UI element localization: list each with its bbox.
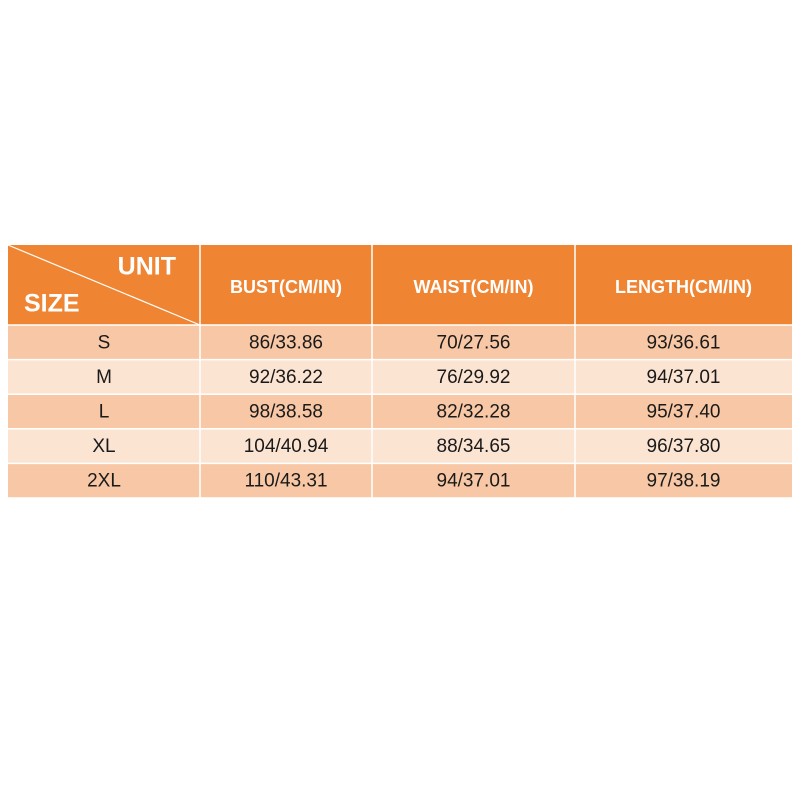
row-background [8,359,792,395]
value-cell: 88/34.65 [437,436,511,457]
value-cell: 110/43.31 [244,471,327,492]
value-cell: 96/37.80 [647,436,721,457]
value-cell: 94/37.01 [647,367,721,388]
size-cell: 2XL [87,471,121,492]
value-cell: 95/37.40 [647,402,721,423]
value-cell: 104/40.94 [244,436,329,457]
row-background [8,428,792,464]
corner-top-label: UNIT [118,253,176,281]
value-cell: 70/27.56 [437,332,511,353]
header-cell: WAIST(CM/IN) [414,277,534,297]
header-cell: BUST(CM/IN) [230,277,342,297]
corner-diagonal [7,244,201,326]
row-background [8,463,792,498]
value-cell: 97/38.19 [647,471,721,492]
value-cell: 86/33.86 [249,332,323,353]
header-row [8,245,792,325]
value-cell: 93/36.61 [647,332,721,353]
value-cell: 94/37.01 [437,471,511,492]
corner-bottom-label: SIZE [24,290,80,318]
size-cell: M [96,367,112,388]
value-cell: 76/29.92 [437,367,511,388]
value-cell: 98/38.58 [249,402,323,423]
header-cell: LENGTH(CM/IN) [615,277,752,297]
size-cell: S [98,332,111,353]
value-cell: 92/36.22 [249,367,323,388]
size-cell: XL [92,436,115,457]
size-cell: L [99,402,110,423]
row-background [8,394,792,429]
value-cell: 82/32.28 [437,402,511,423]
row-background [8,325,792,360]
